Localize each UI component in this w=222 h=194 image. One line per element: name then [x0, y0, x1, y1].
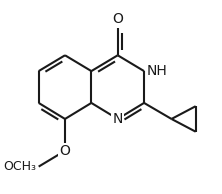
Text: N: N	[113, 112, 123, 126]
Text: O: O	[112, 12, 123, 26]
Text: O: O	[59, 144, 70, 158]
Text: NH: NH	[147, 64, 167, 78]
Text: OCH₃: OCH₃	[4, 160, 36, 173]
